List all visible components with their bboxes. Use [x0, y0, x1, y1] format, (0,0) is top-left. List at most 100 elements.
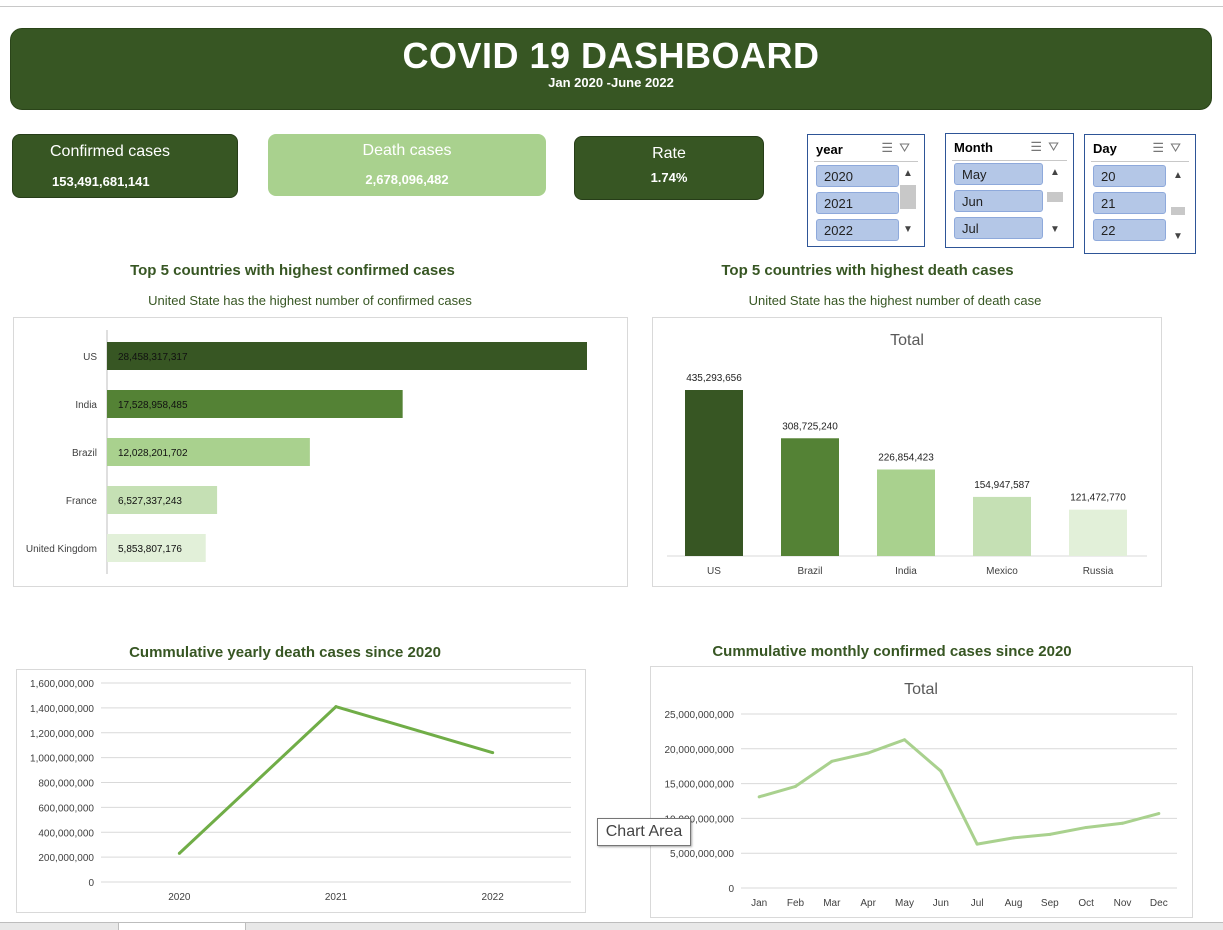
confirmed-bar-chart[interactable]: US 28,458,317,317 India 17,528,958,485 Brazi…	[13, 317, 628, 587]
data-label: 154,947,587	[974, 480, 1030, 491]
slicer-item-2020[interactable]: 2020	[816, 165, 899, 187]
category-label: Mexico	[986, 566, 1018, 577]
slicer-scrollbar-thumb[interactable]	[1171, 207, 1185, 215]
chart-area-tooltip: Chart Area	[597, 818, 691, 846]
y-tick-label: 0	[88, 878, 94, 889]
x-tick-label: 2022	[482, 892, 505, 903]
data-point	[757, 795, 761, 799]
clear-filter-icon[interactable]: ⛛	[1170, 140, 1187, 155]
slicer-title: Day	[1093, 141, 1117, 156]
kpi-confirmed-cases[interactable]: Confirmed cases 153,491,681,141	[12, 134, 238, 198]
x-tick-label: Nov	[1114, 898, 1132, 909]
column	[877, 469, 935, 556]
scroll-down-icon[interactable]: ▼	[1050, 224, 1060, 235]
series-line	[758, 738, 1160, 846]
kpi-rate[interactable]: Rate 1.74%	[574, 136, 764, 200]
scroll-down-icon[interactable]: ▼	[1173, 231, 1183, 242]
yearly-chart-title: Cummulative yearly death cases since 202…	[129, 644, 441, 661]
data-label: 17,528,958,485	[118, 400, 188, 411]
category-label: France	[66, 496, 98, 507]
slicer-title: Month	[954, 140, 993, 155]
slicer-item-20[interactable]: 20	[1093, 165, 1166, 187]
death-column-svg: Total 435,293,656 US 308,725,240 Brazil 226,8…	[667, 332, 1147, 577]
scroll-up-icon[interactable]: ▲	[1173, 170, 1183, 181]
death-chart-subtitle: United State has the highest number of d…	[748, 293, 1042, 308]
x-tick-label: 2021	[325, 892, 348, 903]
bar	[107, 438, 310, 466]
monthly-line-svg: Total 0 5,000,000,000 10,000,000,000 15,000,…	[664, 681, 1177, 909]
x-tick-label: 2020	[168, 892, 191, 903]
y-tick-label: 200,000,000	[38, 853, 94, 864]
clear-filter-icon[interactable]: ⛛	[1048, 139, 1065, 154]
month-slicer[interactable]: Month ☰⛛ May Jun Jul ▲ ▼	[945, 133, 1074, 248]
x-tick-label: Jul	[971, 898, 984, 909]
y-tick-label: 15,000,000,000	[664, 780, 734, 791]
y-tick-label: 1,400,000,000	[30, 704, 94, 715]
slicer-item-21[interactable]: 21	[1093, 192, 1166, 214]
x-tick-label: Dec	[1150, 898, 1168, 909]
death-column-chart[interactable]: Total 435,293,656 US 308,725,240 Brazil 226,8…	[652, 317, 1162, 587]
day-slicer[interactable]: Day ☰⛛ 20 21 22 ▲ ▼	[1084, 134, 1196, 254]
yearly-line-chart[interactable]: 0 200,000,000 400,000,000 600,000,000 800,00…	[16, 669, 586, 913]
data-label: 6,527,337,243	[118, 496, 182, 507]
monthly-line-chart[interactable]: Total 0 5,000,000,000 10,000,000,000 15,000,…	[650, 666, 1193, 918]
category-label: United Kingdom	[26, 544, 97, 555]
scroll-down-icon[interactable]: ▼	[903, 224, 913, 235]
x-tick-label: Mar	[823, 898, 841, 909]
bar	[107, 342, 587, 370]
data-label: 121,472,770	[1070, 493, 1126, 504]
category-label: US	[83, 352, 97, 363]
multi-select-icon[interactable]: ☰	[881, 140, 900, 155]
column	[685, 390, 743, 556]
y-tick-label: 10,000,000,000	[664, 814, 734, 825]
x-tick-label: Jan	[751, 898, 767, 909]
y-tick-label: 1,600,000,000	[30, 679, 94, 690]
clear-filter-icon[interactable]: ⛛	[899, 140, 916, 155]
slicer-scrollbar-thumb[interactable]	[1047, 192, 1063, 202]
slicer-item-2021[interactable]: 2021	[816, 192, 899, 214]
bar	[107, 486, 218, 514]
year-slicer[interactable]: year ☰⛛ 2020 2021 2022 ▲ ▼	[807, 134, 925, 247]
sheet-tab-bar[interactable]	[0, 922, 1223, 930]
x-tick-label: Oct	[1078, 898, 1094, 909]
data-label: 226,854,423	[878, 452, 934, 463]
category-label: Russia	[1083, 566, 1114, 577]
scroll-up-icon[interactable]: ▲	[1050, 167, 1060, 178]
slicer-item-may[interactable]: May	[954, 163, 1043, 185]
ribbon-edge	[0, 6, 1223, 7]
slicer-item-jun[interactable]: Jun	[954, 190, 1043, 212]
data-label: 28,458,317,317	[118, 352, 188, 363]
slicer-item-2022[interactable]: 2022	[816, 219, 899, 241]
y-tick-label: 20,000,000,000	[664, 745, 734, 756]
scroll-up-icon[interactable]: ▲	[903, 168, 913, 179]
slicer-title: year	[816, 142, 843, 157]
y-tick-label: 25,000,000,000	[664, 710, 734, 721]
kpi-value: 2,678,096,482	[365, 172, 449, 187]
kpi-label: Rate	[652, 145, 686, 162]
y-tick-label: 800,000,000	[38, 779, 94, 790]
x-tick-label: Aug	[1005, 898, 1023, 909]
slicer-item-jul[interactable]: Jul	[954, 217, 1043, 239]
dashboard-header: COVID 19 DASHBOARD Jan 2020 -June 2022	[10, 28, 1212, 110]
x-tick-label: May	[895, 898, 914, 909]
data-point	[334, 705, 338, 709]
column	[973, 496, 1031, 556]
series-line	[178, 705, 494, 855]
data-point	[1012, 836, 1015, 840]
kpi-death-cases[interactable]: Death cases 2,678,096,482	[268, 134, 546, 196]
kpi-label: Confirmed cases	[50, 143, 171, 160]
y-tick-label: 1,000,000,000	[30, 754, 94, 765]
data-label: 12,028,201,702	[118, 448, 188, 459]
dashboard-subtitle: Jan 2020 -June 2022	[548, 75, 674, 90]
bar	[107, 390, 403, 418]
multi-select-icon[interactable]: ☰	[1030, 139, 1049, 154]
category-label: Brazil	[72, 448, 97, 459]
data-point	[177, 851, 181, 855]
y-tick-label: 0	[728, 884, 734, 895]
multi-select-icon[interactable]: ☰	[1152, 140, 1171, 155]
slicer-scrollbar-thumb[interactable]	[900, 185, 916, 209]
sheet-tab[interactable]	[118, 923, 246, 930]
chart-inner-title: Total	[890, 332, 924, 349]
slicer-item-22[interactable]: 22	[1093, 219, 1166, 241]
y-tick-label: 600,000,000	[38, 803, 94, 814]
